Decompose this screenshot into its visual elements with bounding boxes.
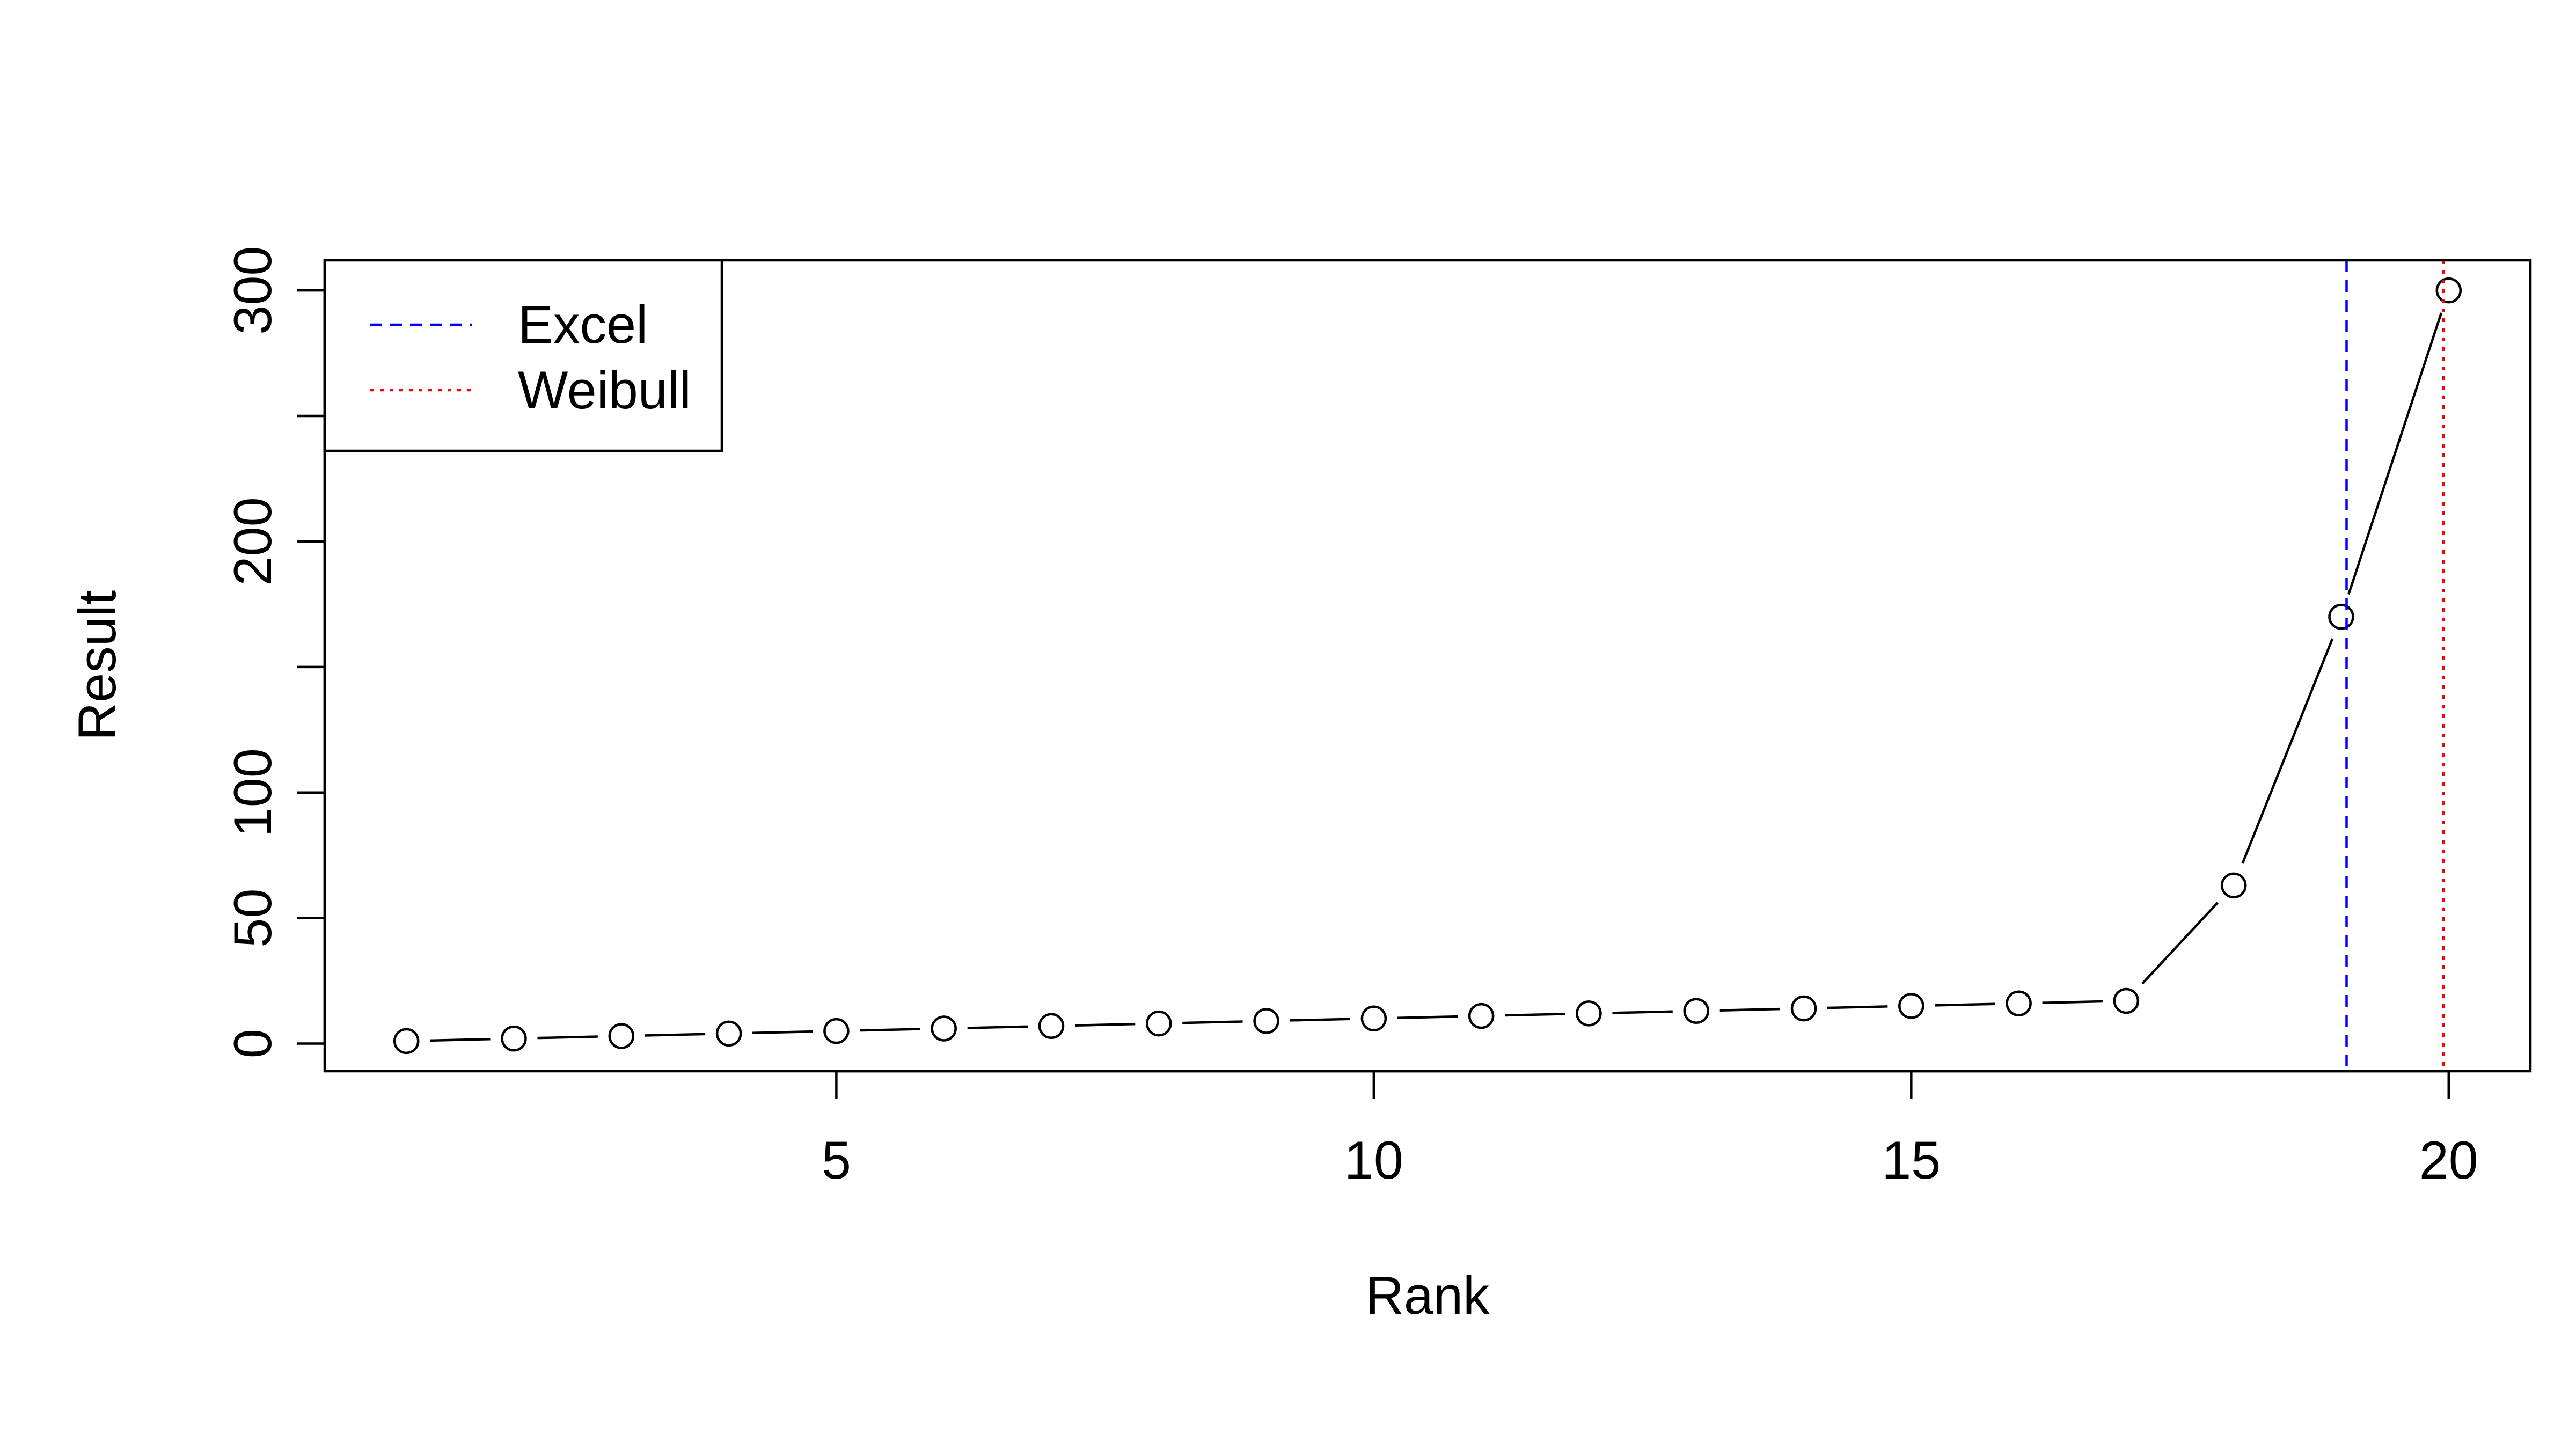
series-segment — [1182, 1020, 1243, 1024]
data-point — [1038, 1013, 1065, 1040]
data-point — [501, 1025, 527, 1052]
series-segment — [967, 1025, 1028, 1029]
y-tick-label: 300 — [223, 246, 282, 335]
series-segment — [1612, 1010, 1673, 1014]
series-segment — [1397, 1015, 1458, 1019]
y-tick-label: 100 — [223, 748, 282, 837]
series-segment — [537, 1035, 598, 1040]
x-axis-label: Rank — [1365, 1265, 1490, 1325]
x-tick-label: 20 — [2419, 1130, 2478, 1190]
x-tick-label: 15 — [1882, 1130, 1941, 1190]
data-point — [1360, 1005, 1387, 1032]
data-point — [2113, 987, 2140, 1014]
series-segment — [1719, 1007, 1781, 1012]
data-point — [608, 1023, 635, 1049]
data-point — [1898, 993, 1924, 1019]
data-point — [823, 1018, 850, 1044]
series-segment — [430, 1037, 491, 1042]
data-point — [1468, 1002, 1495, 1029]
data-point — [2328, 604, 2354, 630]
series-layer — [393, 277, 2462, 1055]
legend-label: Weibull — [518, 360, 691, 420]
x-tick-label: 10 — [1344, 1130, 1403, 1190]
series-segment — [1505, 1013, 1565, 1017]
data-point — [931, 1015, 957, 1042]
series-segment — [645, 1033, 706, 1037]
series-segment — [1074, 1022, 1136, 1027]
series-segment — [752, 1030, 813, 1035]
data-point — [1790, 995, 1817, 1022]
x-tick-label: 5 — [822, 1130, 851, 1190]
series-segment — [2347, 312, 2443, 595]
series-segment — [2042, 1000, 2103, 1004]
data-point — [2006, 990, 2032, 1016]
legend: Excel Weibull — [323, 259, 723, 452]
series-segment — [860, 1028, 920, 1032]
series-segment — [1935, 1002, 1995, 1007]
data-point — [2220, 872, 2247, 899]
reference-lines — [2345, 260, 2445, 1071]
plot-frame — [323, 259, 2532, 1073]
data-point — [715, 1020, 742, 1047]
legend-box — [323, 259, 723, 452]
y-tick-label: 50 — [223, 889, 282, 948]
data-point — [1576, 1000, 1602, 1027]
y-axis-label: Result — [67, 590, 127, 741]
y-tick-label: 200 — [223, 497, 282, 586]
y-tick-label: 0 — [223, 1029, 282, 1058]
series-segment — [1827, 1005, 1888, 1009]
series-segment — [2141, 902, 2219, 985]
data-point — [2435, 277, 2462, 304]
legend-label: Excel — [518, 295, 648, 354]
data-point — [1683, 998, 1709, 1024]
series-segment — [2241, 638, 2334, 864]
data-point — [1146, 1010, 1172, 1037]
data-point — [1253, 1008, 1279, 1034]
data-point — [393, 1028, 420, 1055]
series-segment — [1290, 1018, 1350, 1022]
